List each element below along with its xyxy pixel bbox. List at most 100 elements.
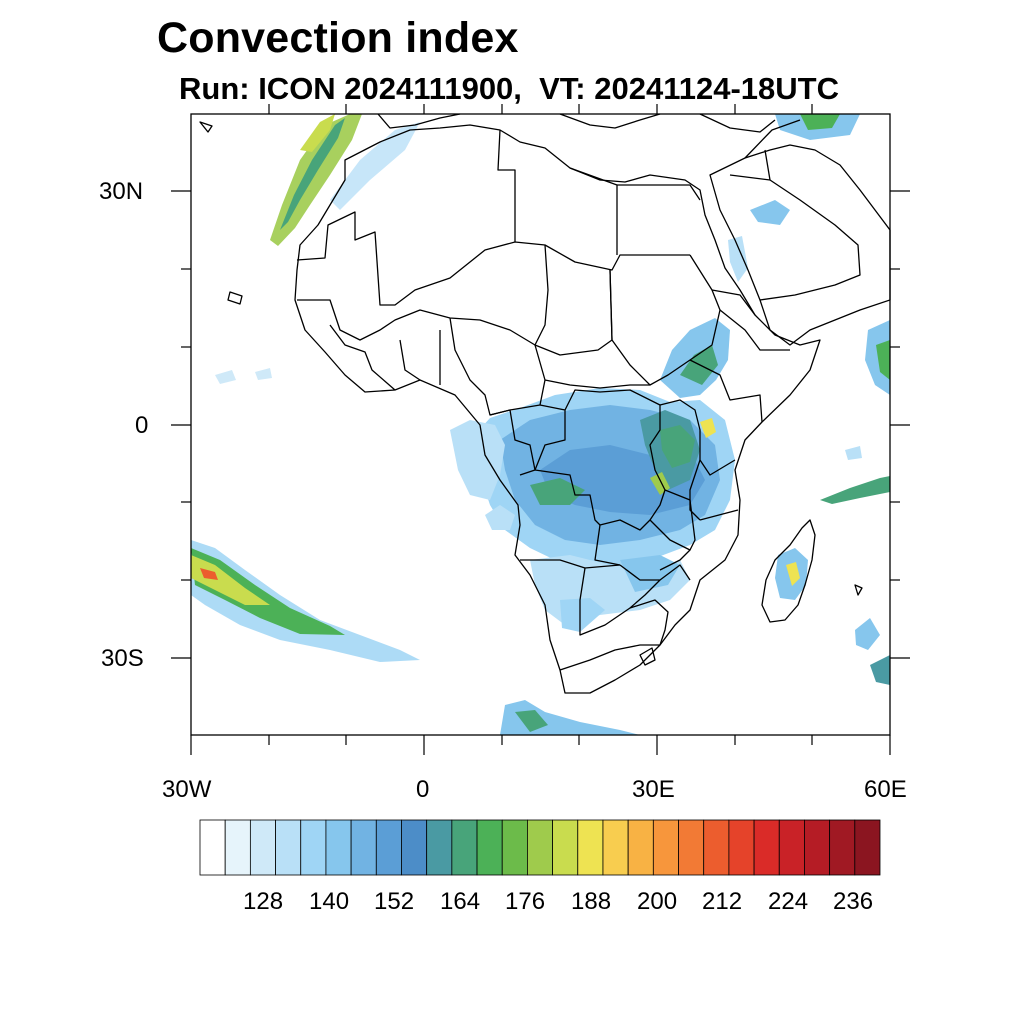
convection-area bbox=[270, 114, 362, 246]
convection-area bbox=[191, 540, 420, 662]
island bbox=[854, 584, 863, 596]
country-border bbox=[689, 359, 763, 423]
colorbar-label: 236 bbox=[833, 888, 874, 915]
chart-title: Convection index bbox=[157, 14, 519, 62]
country-border bbox=[699, 509, 739, 521]
country-border bbox=[564, 389, 666, 566]
country-border bbox=[449, 317, 546, 416]
convection-field bbox=[191, 114, 890, 735]
country-border bbox=[534, 244, 613, 356]
madagascar-coastline bbox=[761, 519, 816, 623]
colorbar-swatch bbox=[300, 819, 327, 876]
colorbar-swatch bbox=[652, 819, 679, 876]
colorbar-label: 224 bbox=[768, 888, 809, 915]
colorbar-swatch bbox=[199, 819, 226, 876]
country-border bbox=[489, 409, 536, 476]
country-border bbox=[744, 119, 801, 159]
colorbar bbox=[199, 819, 881, 876]
colorbar-label: 128 bbox=[243, 888, 284, 915]
axis-ticks bbox=[171, 104, 910, 755]
colorbar-swatch bbox=[854, 819, 881, 876]
europe-coastline bbox=[699, 113, 776, 133]
convection-area bbox=[800, 114, 840, 130]
chart-subtitle: Run: ICON 2024111900, VT: 20241124-18UTC bbox=[179, 71, 839, 106]
convection-area bbox=[330, 122, 420, 210]
colorbar-swatch bbox=[627, 819, 654, 876]
country-border bbox=[534, 469, 601, 526]
convection-area bbox=[870, 655, 890, 685]
convection-area bbox=[280, 118, 345, 230]
island bbox=[227, 291, 243, 305]
colorbar-swatch bbox=[753, 819, 780, 876]
convection-area bbox=[660, 425, 695, 468]
convection-area bbox=[620, 555, 680, 592]
country-border bbox=[764, 149, 771, 181]
convection-area bbox=[786, 562, 800, 586]
colorbar-swatch bbox=[224, 819, 251, 876]
colorbar-label: 152 bbox=[374, 888, 415, 915]
convection-area bbox=[450, 420, 505, 500]
convection-area bbox=[845, 446, 862, 460]
lat-label-0: 0 bbox=[135, 412, 149, 439]
colorbar-swatch bbox=[476, 819, 503, 876]
colorbar-swatch bbox=[829, 819, 856, 876]
colorbar-swatch bbox=[728, 819, 755, 876]
convection-area bbox=[200, 568, 218, 580]
colorbar-swatch bbox=[451, 819, 478, 876]
country-border bbox=[664, 489, 696, 551]
country-border bbox=[296, 211, 690, 306]
convection-area bbox=[700, 418, 716, 438]
lon-label-30w: 30W bbox=[162, 776, 212, 803]
country-border bbox=[534, 404, 566, 471]
colorbar-swatch bbox=[804, 819, 831, 876]
colorbar-swatch bbox=[426, 819, 453, 876]
country-border bbox=[617, 184, 701, 201]
country-border bbox=[649, 519, 691, 571]
colorbar-swatch bbox=[350, 819, 377, 876]
country-border bbox=[629, 599, 669, 646]
colorbar-swatch bbox=[602, 819, 629, 876]
country-border bbox=[609, 254, 721, 386]
colorbar-swatch bbox=[778, 819, 805, 876]
country-border bbox=[729, 174, 861, 301]
convection-area bbox=[820, 476, 890, 504]
convection-area bbox=[215, 370, 236, 384]
country-border bbox=[711, 289, 756, 316]
convection-area bbox=[855, 618, 880, 650]
colorbar-swatch bbox=[249, 819, 276, 876]
colorbar-swatch bbox=[678, 819, 705, 876]
convection-area bbox=[560, 598, 605, 632]
country-border bbox=[497, 129, 516, 242]
europe-coastline bbox=[559, 113, 661, 129]
coastlines-and-borders bbox=[199, 113, 891, 694]
colorbar-swatch bbox=[375, 819, 402, 876]
country-border bbox=[719, 309, 790, 351]
colorbar-label: 212 bbox=[702, 888, 743, 915]
country-border bbox=[659, 399, 736, 476]
lat-label-30n: 30N bbox=[99, 178, 144, 205]
convection-area bbox=[876, 340, 890, 380]
lon-label-60e: 60E bbox=[864, 776, 907, 803]
lon-label-0: 0 bbox=[416, 776, 430, 803]
convection-area bbox=[255, 368, 272, 380]
colorbar-swatch bbox=[501, 819, 528, 876]
colorbar-label: 164 bbox=[440, 888, 481, 915]
arabia-coastline bbox=[709, 144, 891, 346]
country-border bbox=[399, 339, 421, 381]
country-border bbox=[297, 299, 536, 346]
island bbox=[199, 121, 213, 133]
colorbar-swatch bbox=[275, 819, 302, 876]
colorbar-swatch bbox=[552, 819, 579, 876]
convection-area bbox=[191, 555, 270, 605]
convection-area bbox=[191, 548, 345, 635]
colorbar-swatch bbox=[577, 819, 604, 876]
convection-area bbox=[515, 710, 548, 732]
country-border bbox=[619, 564, 691, 581]
colorbar-swatch bbox=[401, 819, 428, 876]
colorbar-label: 200 bbox=[637, 888, 678, 915]
convection-area bbox=[300, 114, 335, 152]
convection-area bbox=[865, 320, 890, 395]
country-border bbox=[544, 379, 650, 389]
africa-coastline bbox=[294, 124, 821, 694]
